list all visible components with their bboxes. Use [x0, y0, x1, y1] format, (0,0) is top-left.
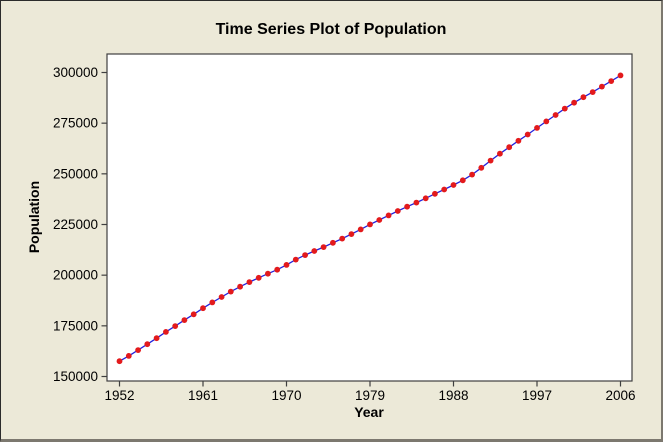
data-point: [311, 248, 318, 254]
y-tick-label: 275000: [53, 116, 98, 131]
x-tick-label: 1961: [188, 388, 218, 403]
data-point: [524, 131, 531, 138]
data-point: [153, 335, 160, 342]
chart-title: Time Series Plot of Population: [215, 21, 447, 38]
plot-area: [106, 53, 633, 382]
data-point: [580, 94, 587, 101]
data-point: [246, 279, 253, 285]
data-point: [218, 294, 225, 300]
data-point: [320, 244, 327, 251]
data-point: [599, 83, 605, 90]
x-tick-label: 1988: [438, 388, 468, 403]
data-point: [394, 208, 401, 214]
y-tick-label: 300000: [53, 65, 98, 80]
data-point: [432, 190, 438, 197]
data-point: [478, 164, 485, 171]
data-point: [265, 270, 271, 277]
data-point: [422, 195, 429, 202]
data-point: [459, 177, 466, 184]
data-point: [163, 329, 169, 335]
data-point: [255, 274, 262, 281]
data-point: [506, 144, 513, 151]
data-point: [135, 347, 142, 353]
data-point: [469, 171, 475, 178]
data-point: [200, 305, 206, 312]
x-axis-label: Year: [354, 404, 384, 420]
data-point: [330, 239, 336, 246]
x-tick-label: 1997: [522, 388, 552, 403]
data-point: [534, 125, 540, 131]
data-point: [116, 358, 123, 365]
data-point: [617, 72, 624, 79]
y-tick-label: 150000: [53, 369, 98, 384]
data-point: [367, 221, 373, 228]
data-point: [172, 323, 179, 329]
data-point: [357, 226, 364, 233]
y-tick-label: 175000: [53, 318, 98, 333]
data-point: [487, 157, 494, 164]
x-tick-label: 1979: [355, 388, 385, 403]
data-point: [450, 182, 457, 188]
y-tick-label: 200000: [53, 268, 98, 283]
data-point: [283, 262, 290, 268]
x-tick-label: 2006: [605, 388, 635, 403]
data-point: [404, 203, 410, 210]
data-point: [348, 231, 355, 238]
data-point: [376, 217, 383, 223]
data-point: [292, 256, 299, 263]
data-point: [181, 317, 188, 323]
data-point: [385, 212, 392, 219]
data-point: [497, 150, 503, 157]
data-point: [571, 99, 577, 106]
data-point: [339, 235, 346, 242]
data-point: [144, 341, 151, 348]
data-point: [227, 288, 234, 295]
data-point: [543, 118, 550, 125]
data-point: [190, 311, 197, 318]
data-point: [561, 105, 568, 112]
data-point: [302, 252, 308, 258]
x-tick-label: 1970: [271, 388, 301, 403]
data-point: [552, 112, 559, 118]
data-point: [237, 283, 244, 290]
data-point: [274, 266, 281, 273]
data-point: [441, 186, 448, 193]
x-tick-label: 1952: [104, 388, 134, 403]
data-point: [125, 353, 132, 359]
data-point: [515, 137, 522, 144]
data-point: [209, 299, 216, 306]
data-point: [608, 78, 615, 84]
y-tick-label: 225000: [53, 217, 98, 232]
data-point: [589, 89, 596, 95]
data-point: [413, 199, 420, 206]
y-tick-label: 250000: [53, 166, 98, 181]
